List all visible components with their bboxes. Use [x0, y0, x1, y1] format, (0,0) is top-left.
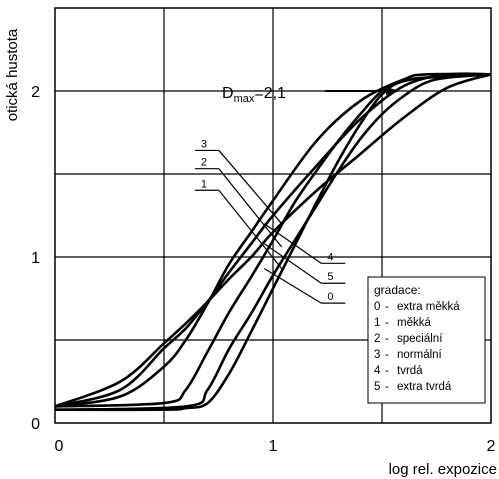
legend-entry-sep: -	[385, 349, 389, 361]
series-line-1	[54, 73, 492, 408]
x-axis-label: log rel. expozice	[389, 461, 497, 478]
dmax-sub: max	[234, 93, 255, 105]
legend-entry-key: 3	[374, 349, 380, 361]
curve-label-4: 4	[263, 223, 346, 264]
legend-entry-key: 5	[374, 381, 380, 393]
curve-labels: 3 2 1 4 5 0	[194, 138, 346, 304]
curve-label-text: 5	[327, 271, 333, 283]
dmax-annotation: Dmax=2,1	[222, 85, 400, 105]
curve-label-5: 5	[263, 243, 346, 284]
curve-label-text: 1	[201, 178, 207, 190]
legend-box	[367, 276, 486, 404]
legend-entry-label: extra měkká	[397, 301, 460, 313]
legend-entry-label: speciální	[397, 333, 443, 345]
legend-entry-label: extra tvrdá	[397, 381, 452, 393]
legend-entry-3: 3- normální	[374, 349, 443, 361]
curve-label-0: 0	[263, 268, 346, 304]
legend-entry-4: 4- tvrdá	[374, 365, 423, 377]
legend-entry-sep: -	[385, 301, 389, 313]
tick-labels: 0 1 2 0 1 2	[31, 84, 495, 455]
curve-label-leader	[218, 150, 283, 225]
plot-frame	[54, 7, 492, 424]
legend-entry-sep: -	[385, 381, 389, 393]
y-tick-label: 0	[31, 416, 40, 433]
legend-entry-sep: -	[385, 333, 389, 345]
curve-label-leader	[218, 189, 283, 269]
curve-label-text: 0	[327, 291, 333, 303]
legend-entry-key: 4	[374, 365, 381, 377]
y-tick-label: 2	[31, 84, 40, 101]
legend-entry-2: 2- speciální	[374, 333, 443, 345]
legend-entry-key: 1	[374, 317, 380, 329]
legend-entry-label: tvrdá	[397, 365, 423, 377]
legend-entry-label: normální	[397, 349, 443, 361]
curve-label-leader	[263, 268, 322, 304]
dmax-label: Dmax=2,1	[222, 85, 286, 105]
legend-entry-0: 0- extra měkká	[374, 301, 460, 313]
curve-label-text: 2	[201, 157, 207, 169]
curve-label-3: 3	[194, 138, 283, 225]
y-tick-label: 1	[31, 250, 40, 267]
series-line-2	[54, 72, 492, 408]
dmax-arrow-head	[386, 87, 400, 95]
curve-label-2: 2	[194, 157, 283, 248]
legend-entry-1: 1- měkká	[374, 317, 431, 329]
legend-entry-key: 0	[374, 301, 380, 313]
legend-entry-sep: -	[385, 317, 389, 329]
curve-label-text: 3	[201, 138, 207, 150]
curve-label-leader	[263, 223, 322, 264]
legend-title: gradace:	[374, 283, 421, 297]
series-line-5	[54, 73, 492, 412]
curve-label-1: 1	[194, 178, 283, 269]
curve-label-text: 4	[327, 251, 333, 263]
series-line-3	[54, 72, 492, 408]
curve-label-leader	[263, 243, 322, 284]
dmax-value: =2,1	[254, 85, 286, 102]
x-tick-label: 2	[487, 438, 496, 455]
curve-label-leader	[218, 168, 283, 248]
dmax-d: D	[222, 85, 234, 102]
series-group	[54, 72, 492, 412]
legend-entry-5: 5- extra tvrdá	[374, 381, 452, 393]
legend-entry-key: 2	[374, 333, 380, 345]
legend-entry-sep: -	[385, 365, 389, 377]
legend-entry-label: měkká	[397, 317, 431, 329]
x-tick-label: 1	[269, 438, 278, 455]
axes-labels: otická hustota log rel. expozice	[4, 28, 497, 478]
x-tick-label: 0	[55, 438, 64, 455]
y-axis-label: otická hustota	[4, 28, 21, 121]
